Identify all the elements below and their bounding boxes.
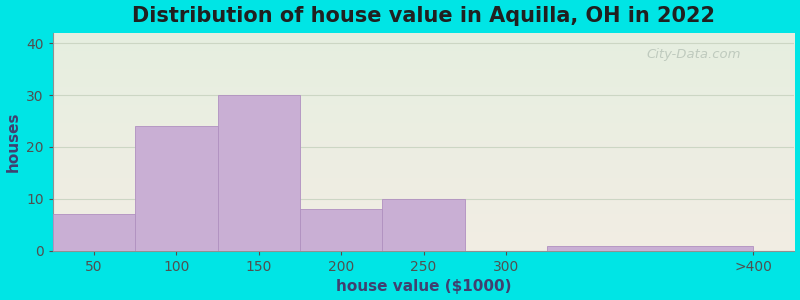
Title: Distribution of house value in Aquilla, OH in 2022: Distribution of house value in Aquilla, … [132, 6, 715, 26]
Text: City-Data.com: City-Data.com [646, 48, 741, 61]
Bar [53, 214, 135, 251]
Y-axis label: houses: houses [6, 112, 21, 172]
Bar [547, 246, 754, 251]
Bar [382, 199, 465, 251]
Bar [218, 95, 300, 251]
Bar [135, 126, 218, 251]
X-axis label: house value ($1000): house value ($1000) [336, 279, 511, 294]
Bar [300, 209, 382, 251]
